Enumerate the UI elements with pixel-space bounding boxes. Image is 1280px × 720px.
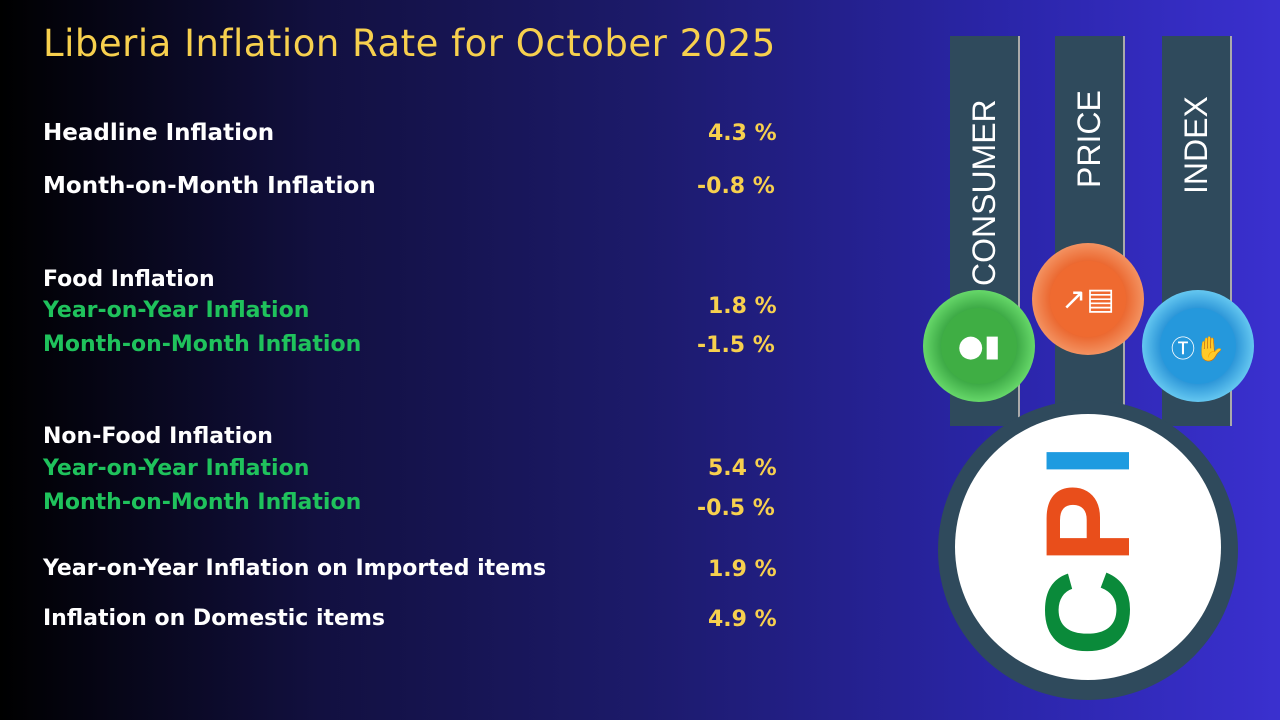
nonfood-heading: Non-Food Inflation	[43, 424, 273, 449]
food-yoy-value: 1.8 %	[708, 294, 777, 319]
imported-value: 1.9 %	[708, 557, 777, 582]
nonfood-yoy-value: 5.4 %	[708, 456, 777, 481]
consumer-text: CONSUMER	[966, 99, 1002, 286]
consumer-badge: ●▮	[923, 290, 1035, 402]
food-mom-value: -1.5 %	[697, 333, 775, 358]
food-mom-label: Month-on-Month Inflation	[43, 332, 362, 357]
index-text: INDEX	[1178, 96, 1214, 194]
logo-p: P	[1021, 477, 1155, 564]
price-badge: ↗▤	[1032, 243, 1144, 355]
domestic-label: Inflation on Domestic items	[43, 606, 385, 631]
nonfood-mom-value: -0.5 %	[697, 496, 775, 521]
page-title: Liberia Inflation Rate for October 2025	[43, 22, 776, 65]
mom-value: -0.8 %	[697, 174, 775, 199]
cpi-logo: CPI	[1021, 438, 1155, 656]
food-heading: Food Inflation	[43, 267, 215, 292]
nonfood-mom-label: Month-on-Month Inflation	[43, 490, 362, 515]
price-bar: PRICE	[1055, 36, 1123, 426]
logo-disc	[955, 414, 1221, 680]
food-yoy-label: Year-on-Year Inflation	[43, 298, 310, 323]
headline-label: Headline Inflation	[43, 120, 275, 146]
money-hand-icon: Ⓣ✋	[1160, 308, 1236, 384]
nonfood-yoy-label: Year-on-Year Inflation	[43, 456, 310, 481]
index-badge: Ⓣ✋	[1142, 290, 1254, 402]
imported-label: Year-on-Year Inflation on Imported items	[43, 556, 547, 581]
price-chart-icon: ↗▤	[1050, 261, 1126, 337]
logo-i: I	[1021, 437, 1155, 478]
logo-c: C	[1021, 563, 1155, 657]
mom-label: Month-on-Month Inflation	[43, 173, 376, 199]
domestic-value: 4.9 %	[708, 607, 777, 632]
price-text: PRICE	[1071, 90, 1107, 188]
headline-value: 4.3 %	[708, 121, 777, 146]
consumer-person-icon: ●▮	[941, 308, 1017, 384]
